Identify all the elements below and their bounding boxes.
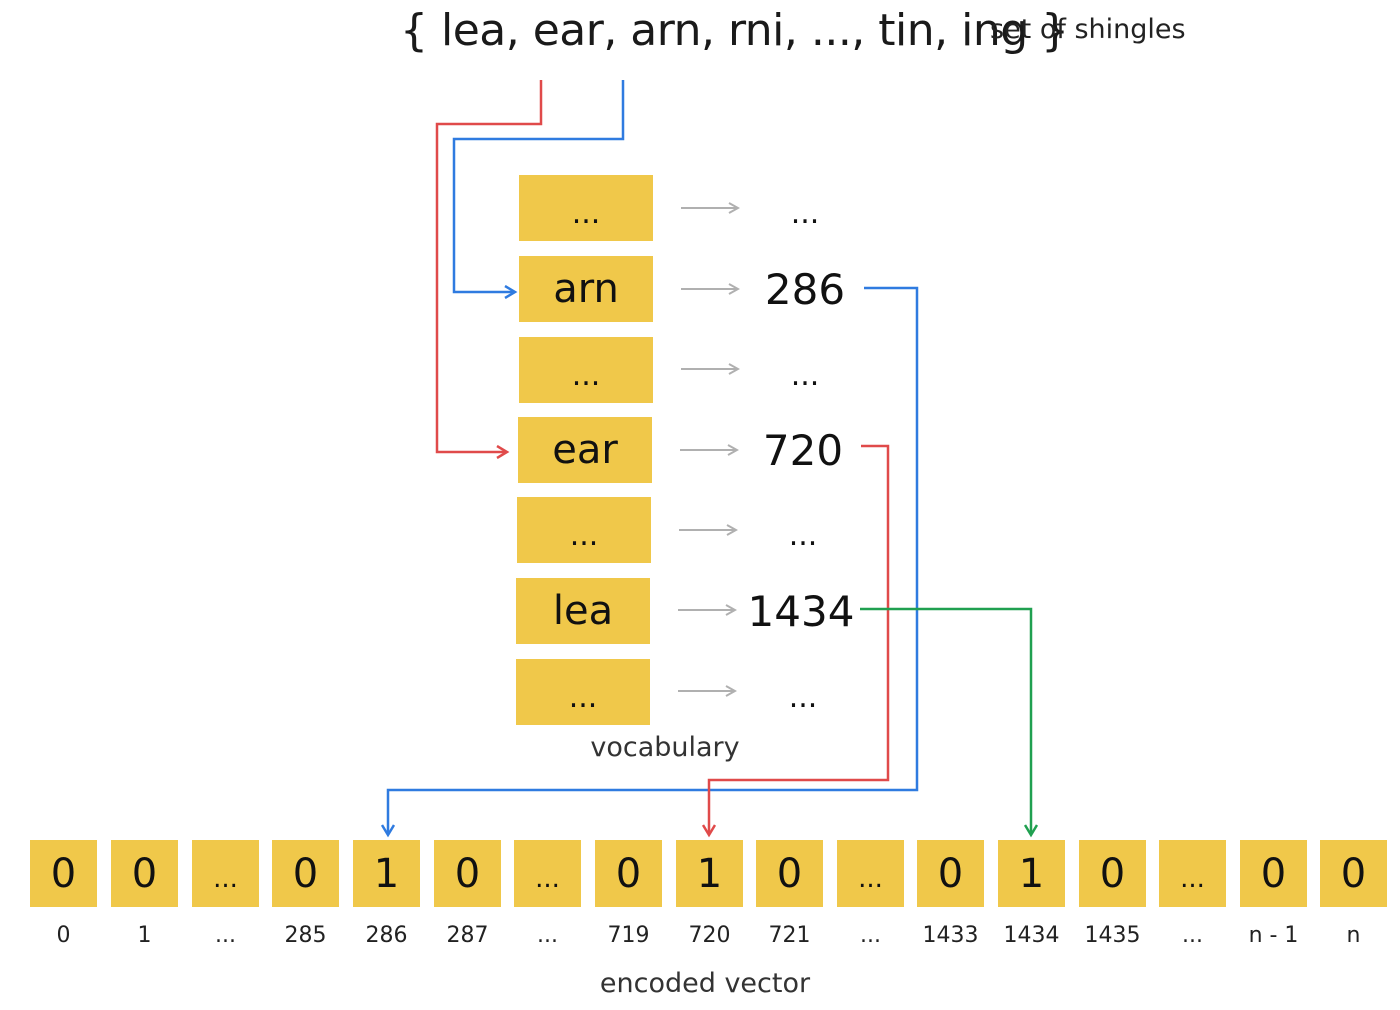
vector-cell: ...: [837, 840, 904, 907]
vocab-token: ...: [517, 497, 651, 563]
shingle-set-caption: set of shingles: [990, 14, 1186, 45]
vector-index-label: 286: [365, 922, 408, 948]
vector-index-label: 1435: [1084, 922, 1141, 948]
vocab-token: ...: [519, 337, 653, 403]
vector-index-label: 719: [607, 922, 650, 948]
vocab-index: ...: [788, 679, 818, 715]
vector-index-label: 287: [446, 922, 489, 948]
vector-cell: 0: [595, 840, 662, 907]
vector-cell: 0: [756, 840, 823, 907]
vector-cell: 0: [111, 840, 178, 907]
encoded-vector-caption: encoded vector: [599, 968, 811, 999]
vocab-index: ...: [790, 357, 820, 393]
vocab-token: ...: [516, 659, 650, 725]
vocab-token-arn: arn: [519, 256, 653, 322]
vector-cell: 0: [917, 840, 984, 907]
vector-index-label: 1433: [922, 922, 979, 948]
vocab-index: ...: [788, 517, 818, 553]
vector-index-label: ...: [215, 922, 236, 948]
vector-cell: ...: [192, 840, 259, 907]
vector-index-label: 721: [768, 922, 811, 948]
vocab-token: ...: [519, 175, 653, 241]
shingle-set: { lea, ear, arn, rni, ..., tin, ing }: [400, 5, 1069, 56]
vector-index-label: 1: [137, 922, 152, 948]
vector-index-label: 720: [688, 922, 731, 948]
vector-cell: ...: [514, 840, 581, 907]
vocab-index: ...: [790, 195, 820, 231]
vocab-index-286: 286: [764, 264, 846, 314]
vector-index-label: ...: [537, 922, 558, 948]
vocab-token-ear: ear: [518, 417, 652, 483]
vocabulary-caption: vocabulary: [590, 732, 740, 763]
vector-index-label: ...: [860, 922, 881, 948]
vector-cell: ...: [1159, 840, 1226, 907]
vector-index-label: 1434: [1003, 922, 1060, 948]
index-286-arrow: [388, 286, 919, 835]
vector-cell: 0: [272, 840, 339, 907]
vector-index-label: ...: [1182, 922, 1203, 948]
vector-index-label: 0: [56, 922, 71, 948]
arn-lookup-arrow: [452, 80, 625, 292]
vector-cell-1434: 1: [998, 840, 1065, 907]
vocab-token-lea: lea: [516, 578, 650, 644]
vector-cell: 0: [30, 840, 97, 907]
index-720-arrow: [709, 444, 890, 835]
index-1434-arrow: [860, 607, 1031, 835]
vector-cell: 0: [1079, 840, 1146, 907]
vector-index-label: n: [1346, 922, 1361, 948]
ear-lookup-arrow: [435, 80, 543, 452]
vector-index-label: 285: [284, 922, 327, 948]
vector-index-label: n - 1: [1248, 922, 1299, 948]
vector-cell: 0: [1240, 840, 1307, 907]
vector-cell-286: 1: [353, 840, 420, 907]
vector-cell-720: 1: [676, 840, 743, 907]
vector-cell: 0: [434, 840, 501, 907]
vocab-index-1434: 1434: [747, 586, 855, 636]
vocab-index-720: 720: [762, 425, 844, 475]
vector-cell: 0: [1320, 840, 1387, 907]
